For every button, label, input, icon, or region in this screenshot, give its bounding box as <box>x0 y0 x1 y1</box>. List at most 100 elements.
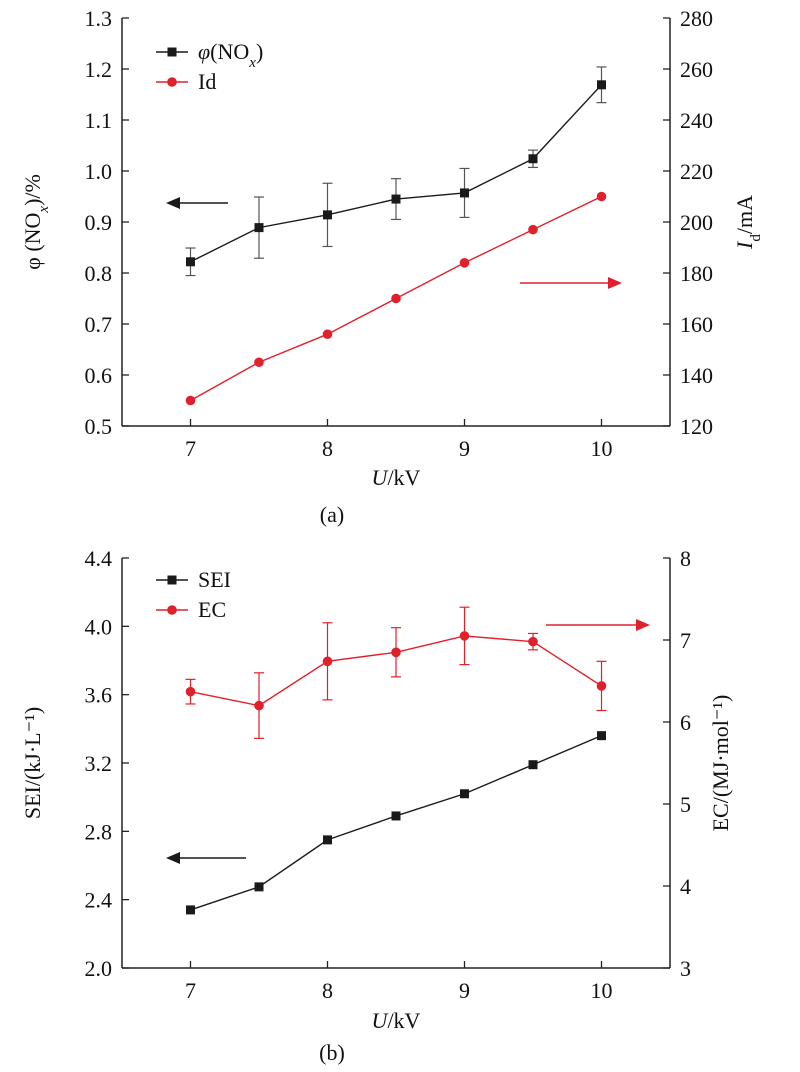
data-point <box>254 357 264 368</box>
subscript-run: x <box>248 55 256 71</box>
right-y-tick-label: 260 <box>680 57 713 82</box>
left-y-tick-label: 0.7 <box>85 312 113 337</box>
left-y-tick-label: 3.6 <box>85 683 113 708</box>
right-y-tick-label: 5 <box>680 792 691 817</box>
data-point <box>459 631 470 641</box>
data-point <box>254 700 264 711</box>
x-tick-label: 7 <box>185 978 196 1003</box>
x-tick-label: 8 <box>322 436 333 461</box>
left-y-tick-label: 0.6 <box>85 363 113 388</box>
text-run: EC/(MJ·mol⁻¹) <box>708 695 733 832</box>
subscript-run: x <box>36 206 52 214</box>
text-run: /mA <box>732 195 757 234</box>
left-y-tick-label: 2.0 <box>85 956 113 981</box>
legend-marker <box>167 575 177 585</box>
data-point <box>596 191 607 202</box>
right-y-tick-label: 7 <box>680 628 691 653</box>
left-y-tick-label: 0.8 <box>85 261 113 286</box>
right-y-tick-label: 120 <box>680 414 713 439</box>
data-point <box>323 835 332 845</box>
data-point <box>391 647 401 658</box>
data-point <box>186 257 195 267</box>
right-y-tick-label: 4 <box>680 874 691 899</box>
series-line <box>190 84 603 263</box>
legend-marker <box>167 47 177 57</box>
left-y-tick-label: 0.9 <box>85 210 113 235</box>
data-point <box>185 395 196 406</box>
legend-label: SEI <box>198 567 231 592</box>
x-axis-label-unit: /kV <box>387 1008 420 1033</box>
data-point <box>597 731 606 741</box>
data-point <box>323 210 332 220</box>
legend-label: φ(NOx) <box>198 39 263 71</box>
data-point <box>254 882 264 892</box>
text-run: ) <box>256 39 263 64</box>
legend-marker <box>167 605 177 615</box>
left-y-tick-label: 4.4 <box>85 546 113 571</box>
left-y-tick-label: 2.4 <box>85 888 113 913</box>
right-axis-arrowhead <box>608 277 622 289</box>
text-run: (NO <box>210 39 249 64</box>
x-tick-label: 9 <box>459 436 470 461</box>
right-y-tick-label: 200 <box>680 210 713 235</box>
x-axis-label-unit: /kV <box>387 465 420 490</box>
series-line <box>190 735 602 911</box>
right-y-tick-label: 280 <box>680 6 713 31</box>
chart-panel-a: 0.5 0.6 0.7 0.8 0.9 1.0 1.1 1.2 1.3 120 140 160 180 2… <box>20 6 764 527</box>
right-y-tick-label: 220 <box>680 159 713 184</box>
data-point <box>528 760 538 770</box>
x-tick-label: 10 <box>591 436 613 461</box>
right-y-tick-label: 160 <box>680 312 713 337</box>
right-y-tick-label: 180 <box>680 261 713 286</box>
data-point <box>528 154 538 164</box>
panel-label: (b) <box>319 1040 345 1065</box>
data-point <box>391 194 401 204</box>
right-y-axis-label: EC/(MJ·mol⁻¹) <box>708 695 733 832</box>
left-axis-arrowhead <box>166 852 180 864</box>
data-point <box>597 80 606 90</box>
right-axis-arrowhead <box>636 619 650 631</box>
data-point <box>460 188 469 198</box>
left-y-tick-label: 4.0 <box>85 614 113 639</box>
panel-label: (a) <box>320 502 344 527</box>
legend-label-italic: φ <box>198 39 210 64</box>
data-point <box>528 224 538 235</box>
x-axis-label-italic: U <box>372 1008 390 1033</box>
legend-label: Id <box>198 69 216 94</box>
left-y-tick-label: 0.5 <box>85 414 113 439</box>
x-axis-label: U/kV <box>372 465 421 490</box>
right-y-axis-label: Id/mA <box>732 195 764 250</box>
x-tick-label: 10 <box>591 978 613 1003</box>
left-y-tick-label: 1.2 <box>85 57 113 82</box>
data-point <box>391 811 401 821</box>
text-run: SEI/(kJ·L⁻¹) <box>20 707 45 819</box>
left-y-tick-label: 1.1 <box>85 108 113 133</box>
data-point <box>185 686 196 697</box>
left-y-tick-label: 1.3 <box>85 6 113 31</box>
text-run: I <box>732 240 757 250</box>
right-y-tick-label: 3 <box>680 956 691 981</box>
text-run: φ (NO <box>20 213 45 270</box>
legend-marker <box>167 77 177 87</box>
subscript-run: d <box>748 234 764 242</box>
data-point <box>460 789 469 799</box>
left-y-tick-label: 3.2 <box>85 751 113 776</box>
data-point <box>322 329 333 340</box>
data-point <box>186 905 195 915</box>
x-tick-label: 8 <box>322 978 333 1003</box>
x-axis-label-italic: U <box>372 465 390 490</box>
text-run: )/% <box>20 174 45 206</box>
left-y-tick-label: 1.0 <box>85 159 113 184</box>
data-point <box>391 293 401 304</box>
data-point <box>528 636 538 647</box>
legend-label: EC <box>198 597 226 622</box>
x-axis-label: U/kV <box>372 1008 421 1033</box>
x-tick-label: 7 <box>185 436 196 461</box>
x-tick-label: 9 <box>459 978 470 1003</box>
right-y-tick-label: 6 <box>680 710 691 735</box>
data-point <box>459 258 470 268</box>
left-y-axis-label: φ (NOx)/% <box>20 174 52 270</box>
data-point <box>596 681 607 691</box>
